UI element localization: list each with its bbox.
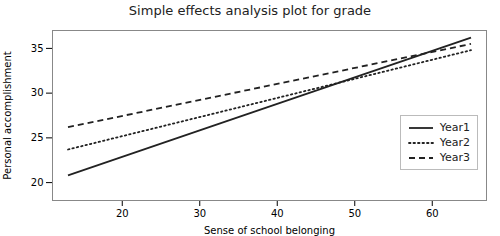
html-text:Year1: Year1	[439, 121, 470, 134]
svg-text:50: 50	[348, 208, 361, 219]
svg-text:35: 35	[31, 43, 44, 54]
svg-text:20: 20	[116, 208, 129, 219]
svg-text:Sense of school belonging: Sense of school belonging	[204, 225, 335, 236]
html-text:Year3: Year3	[439, 151, 470, 164]
svg-text:40: 40	[271, 208, 284, 219]
svg-text:20: 20	[31, 177, 44, 188]
svg-text:30: 30	[193, 208, 206, 219]
svg-text:30: 30	[31, 87, 44, 98]
svg-text:25: 25	[31, 132, 44, 143]
svg-text:60: 60	[426, 208, 439, 219]
html-text:Simple effects analysis plot f: Simple effects analysis plot for grade	[128, 3, 372, 18]
html-text:Year2: Year2	[439, 136, 470, 149]
svg-text:Personal accomplishment: Personal accomplishment	[2, 51, 13, 179]
